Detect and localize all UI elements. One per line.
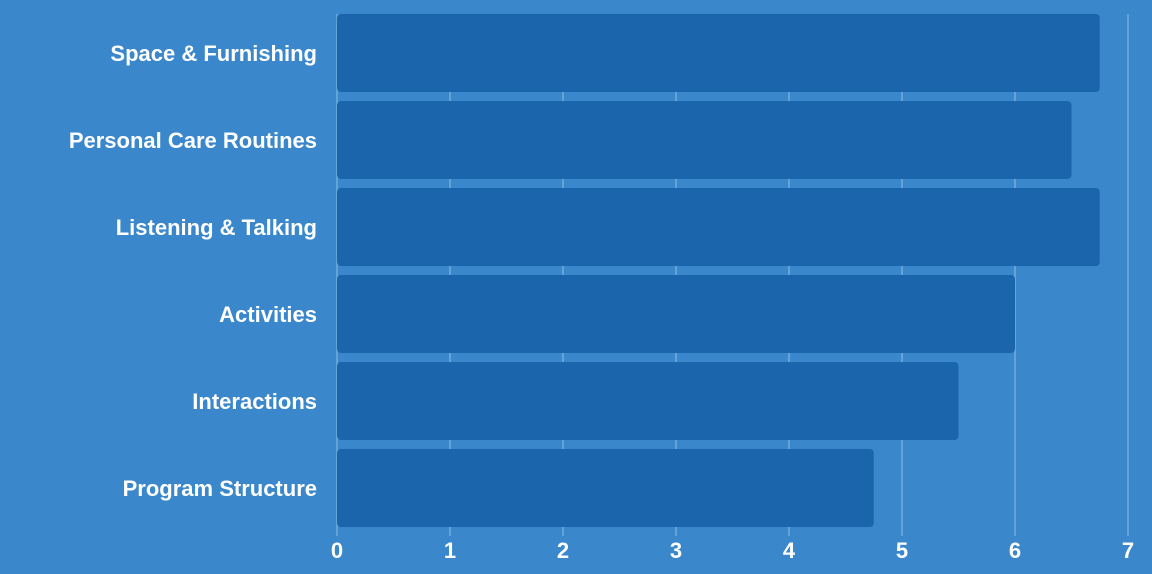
- category-label: Activities: [219, 302, 317, 327]
- bar: [337, 275, 1015, 353]
- x-tick-label: 0: [331, 538, 343, 563]
- category-label: Personal Care Routines: [69, 128, 317, 153]
- x-tick-label: 1: [444, 538, 456, 563]
- bar: [337, 101, 1072, 179]
- bar: [337, 362, 959, 440]
- x-tick-label: 6: [1009, 538, 1021, 563]
- x-tick-label: 4: [783, 538, 796, 563]
- category-labels: Space & Furnishing Personal Care Routines…: [69, 41, 317, 501]
- bars: [337, 14, 1100, 527]
- bar: [337, 14, 1100, 92]
- category-label: Interactions: [192, 389, 317, 414]
- category-label: Space & Furnishing: [110, 41, 317, 66]
- category-label: Listening & Talking: [116, 215, 317, 240]
- x-tick-labels: 0 1 2 3 4 5 6 7: [331, 538, 1134, 563]
- category-label: Program Structure: [123, 476, 317, 501]
- bar: [337, 449, 874, 527]
- x-tick-label: 5: [896, 538, 908, 563]
- x-tick-label: 7: [1122, 538, 1134, 563]
- bar: [337, 188, 1100, 266]
- x-tick-label: 2: [557, 538, 569, 563]
- x-tick-label: 3: [670, 538, 682, 563]
